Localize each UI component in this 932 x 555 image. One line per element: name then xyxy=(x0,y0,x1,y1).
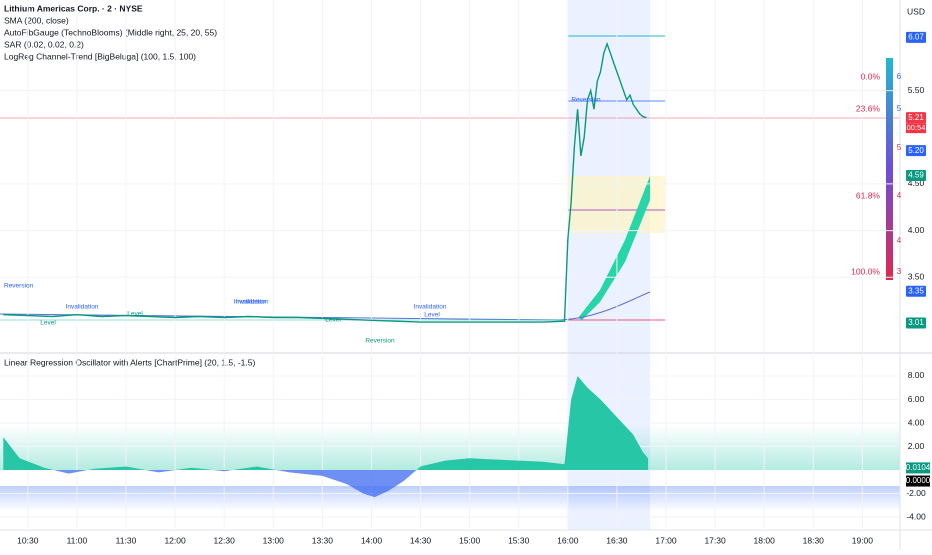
annotation: Level xyxy=(325,317,341,324)
x-tick-label: 15:30 xyxy=(508,535,530,545)
value-tag xyxy=(906,475,930,487)
fib-gauge xyxy=(886,58,893,280)
x-tick-label: 15:00 xyxy=(459,535,481,545)
currency[interactable]: USD xyxy=(907,6,925,16)
price-tag-label: 3.35 xyxy=(908,286,924,295)
gauge-label: 6 xyxy=(897,72,902,81)
price-tag xyxy=(906,317,926,329)
x-tick-label: 11:30 xyxy=(116,535,137,545)
value-tag-label: 0.0104 xyxy=(906,463,931,472)
gauge-label: 5 xyxy=(897,143,902,152)
y-tick-label: 8.00 xyxy=(908,370,925,380)
y-tick-label: 4.00 xyxy=(908,417,925,427)
annotation: Invalidation xyxy=(66,304,99,311)
x-tick-label: 12:00 xyxy=(164,535,186,545)
price-tag xyxy=(906,170,926,182)
y-tick-label: 2.00 xyxy=(908,441,925,451)
indicator-label[interactable]: LogReg Channel-Trend [BigBeluga] (100, 1… xyxy=(4,51,196,61)
x-tick-label: 12:30 xyxy=(214,535,236,545)
indicator-label[interactable]: SMA (200, close) xyxy=(4,15,69,25)
gauge-label: 4 xyxy=(897,236,902,245)
x-tick-label: 13:00 xyxy=(263,535,285,545)
annotation: Level xyxy=(424,312,440,319)
price-tag-label: 6.07 xyxy=(908,32,924,41)
y-tick-label: 5.50 xyxy=(908,85,925,95)
x-tick-label: 19:00 xyxy=(852,535,874,545)
x-tick-label: 14:00 xyxy=(361,535,383,545)
y-tick-label: 3.50 xyxy=(908,272,925,282)
lower-band xyxy=(0,486,900,511)
x-tick-label: 10:30 xyxy=(17,535,39,545)
price-line xyxy=(3,41,647,323)
price-tag-label: 3.01 xyxy=(908,318,924,327)
gauge-label: 3 xyxy=(897,267,902,276)
gauge-label: 5 xyxy=(897,104,902,113)
x-tick-label: 11:00 xyxy=(67,535,88,545)
y-tick-label: 4.50 xyxy=(908,178,925,188)
x-tick-label: 17:30 xyxy=(704,535,726,545)
oscillator-area xyxy=(3,470,648,498)
annotation: Invalidation xyxy=(234,299,267,306)
annotation: Invalidation xyxy=(414,304,447,311)
annotation: Invalidation xyxy=(236,299,269,306)
indicator-label[interactable]: SAR (0.02, 0.02, 0.2) xyxy=(4,39,84,49)
indicator-label[interactable]: Linear Regression Oscillator with Alerts… xyxy=(4,357,255,367)
annotation: Reversion xyxy=(365,338,395,345)
countdown: 00:54 xyxy=(907,123,926,132)
y-tick-label: -4.00 xyxy=(906,511,926,521)
y-tick-label: 4.00 xyxy=(908,225,925,235)
price-tag xyxy=(906,285,926,297)
annotation: Reversion xyxy=(571,97,601,104)
fib-label: 61.8% xyxy=(856,190,881,200)
x-tick-label: 16:30 xyxy=(606,535,628,545)
price-tag xyxy=(906,112,926,124)
fib-label: 23.6% xyxy=(856,103,881,113)
fib-label: 100.0% xyxy=(851,266,880,276)
y-tick-label: 6.00 xyxy=(908,394,925,404)
x-tick-label: 18:00 xyxy=(754,535,776,545)
oscillator-area xyxy=(3,376,648,470)
value-tag-label: 0.0000 xyxy=(906,476,931,485)
price-tag-label: 4.59 xyxy=(908,171,924,180)
annotation: Reversion xyxy=(4,283,34,290)
annotation: Level xyxy=(40,320,56,327)
indicator-label[interactable]: AutoFibGauge (TechnoBlooms) (Middle righ… xyxy=(4,27,217,37)
x-tick-label: 13:30 xyxy=(312,535,334,545)
x-tick-label: 16:00 xyxy=(557,535,579,545)
price-tag-label: 5.21 xyxy=(908,113,924,122)
x-tick-label: 17:00 xyxy=(655,535,677,545)
value-tag xyxy=(906,462,930,474)
annotation: Level xyxy=(127,311,143,318)
price-tag xyxy=(906,145,926,157)
x-tick-label: 14:30 xyxy=(410,535,432,545)
gauge-label: 4 xyxy=(897,191,902,200)
fib-label: 0.0% xyxy=(861,71,881,81)
y-tick-label: -2.00 xyxy=(906,488,926,498)
price-tag xyxy=(906,31,926,43)
symbol-title[interactable]: Lithium Americas Corp. · 2 · NYSE xyxy=(4,3,143,13)
price-tag-label: 5.20 xyxy=(908,146,924,155)
countdown-tag xyxy=(906,123,926,134)
x-tick-label: 18:30 xyxy=(803,535,825,545)
